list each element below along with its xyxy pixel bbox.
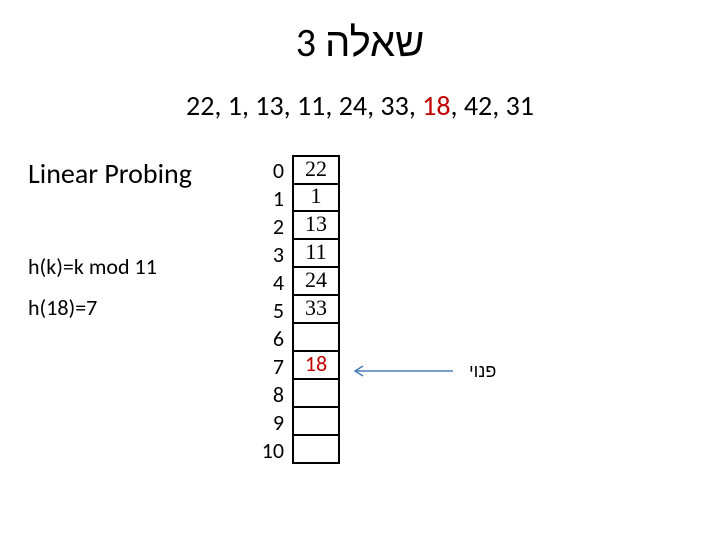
slide: שאלה 3 22, 1, 13, 11, 24, 33, 18, 42, 31… (0, 0, 720, 540)
row-index: 4 (250, 269, 292, 296)
seq-item-highlight: 18 (422, 88, 450, 123)
row-cell (292, 324, 340, 352)
row-index: 5 (250, 297, 292, 324)
row-index: 2 (250, 213, 292, 240)
table-row: 6 (250, 324, 340, 352)
row-index: 9 (250, 409, 292, 436)
table-row: 4 24 (250, 268, 340, 296)
row-cell-highlight: 18 (292, 352, 340, 380)
slide-title: שאלה 3 (0, 18, 720, 67)
row-cell (292, 380, 340, 408)
row-index: 0 (250, 157, 292, 184)
seq-item: 13 (255, 88, 283, 123)
seq-item: 11 (297, 88, 325, 123)
row-cell: 1 (292, 184, 340, 212)
row-cell (292, 436, 340, 464)
seq-item: 42 (464, 88, 492, 123)
arrow-label: פנוי (469, 360, 496, 382)
table-row-highlight: 7 18 (250, 352, 340, 380)
hash-function-label: h(k)=k mod 11 (28, 253, 192, 280)
row-index: 7 (250, 353, 292, 380)
row-index: 1 (250, 185, 292, 212)
left-arrow-icon (345, 364, 455, 378)
row-cell: 11 (292, 240, 340, 268)
table-row: 0 22 (250, 156, 340, 184)
row-index: 6 (250, 325, 292, 352)
row-cell: 22 (292, 155, 340, 185)
hash-eval-label: h(18)=7 (28, 294, 192, 321)
row-cell: 24 (292, 268, 340, 296)
row-index: 3 (250, 241, 292, 268)
table-row: 1 1 (250, 184, 340, 212)
seq-item: 24 (339, 88, 367, 123)
key-sequence: 22, 1, 13, 11, 24, 33, 18, 42, 31 (0, 88, 720, 123)
hash-table: 0 22 1 1 2 13 3 11 4 24 5 33 6 7 18 (250, 156, 340, 464)
table-row: 10 (250, 436, 340, 464)
table-row: 8 (250, 380, 340, 408)
table-row: 3 11 (250, 240, 340, 268)
left-info-block: Linear Probing h(k)=k mod 11 h(18)=7 (28, 156, 192, 321)
seq-item: 22 (186, 88, 214, 123)
pointer-arrow-group: פנוי (345, 360, 496, 382)
seq-item: 33 (380, 88, 408, 123)
table-row: 2 13 (250, 212, 340, 240)
seq-item: 31 (506, 88, 534, 123)
row-index: 8 (250, 381, 292, 408)
row-index: 10 (250, 437, 292, 464)
row-cell: 33 (292, 296, 340, 324)
table-row: 9 (250, 408, 340, 436)
row-cell: 13 (292, 212, 340, 240)
seq-item: 1 (228, 88, 242, 123)
method-label: Linear Probing (28, 156, 192, 191)
table-row: 5 33 (250, 296, 340, 324)
row-cell (292, 408, 340, 436)
